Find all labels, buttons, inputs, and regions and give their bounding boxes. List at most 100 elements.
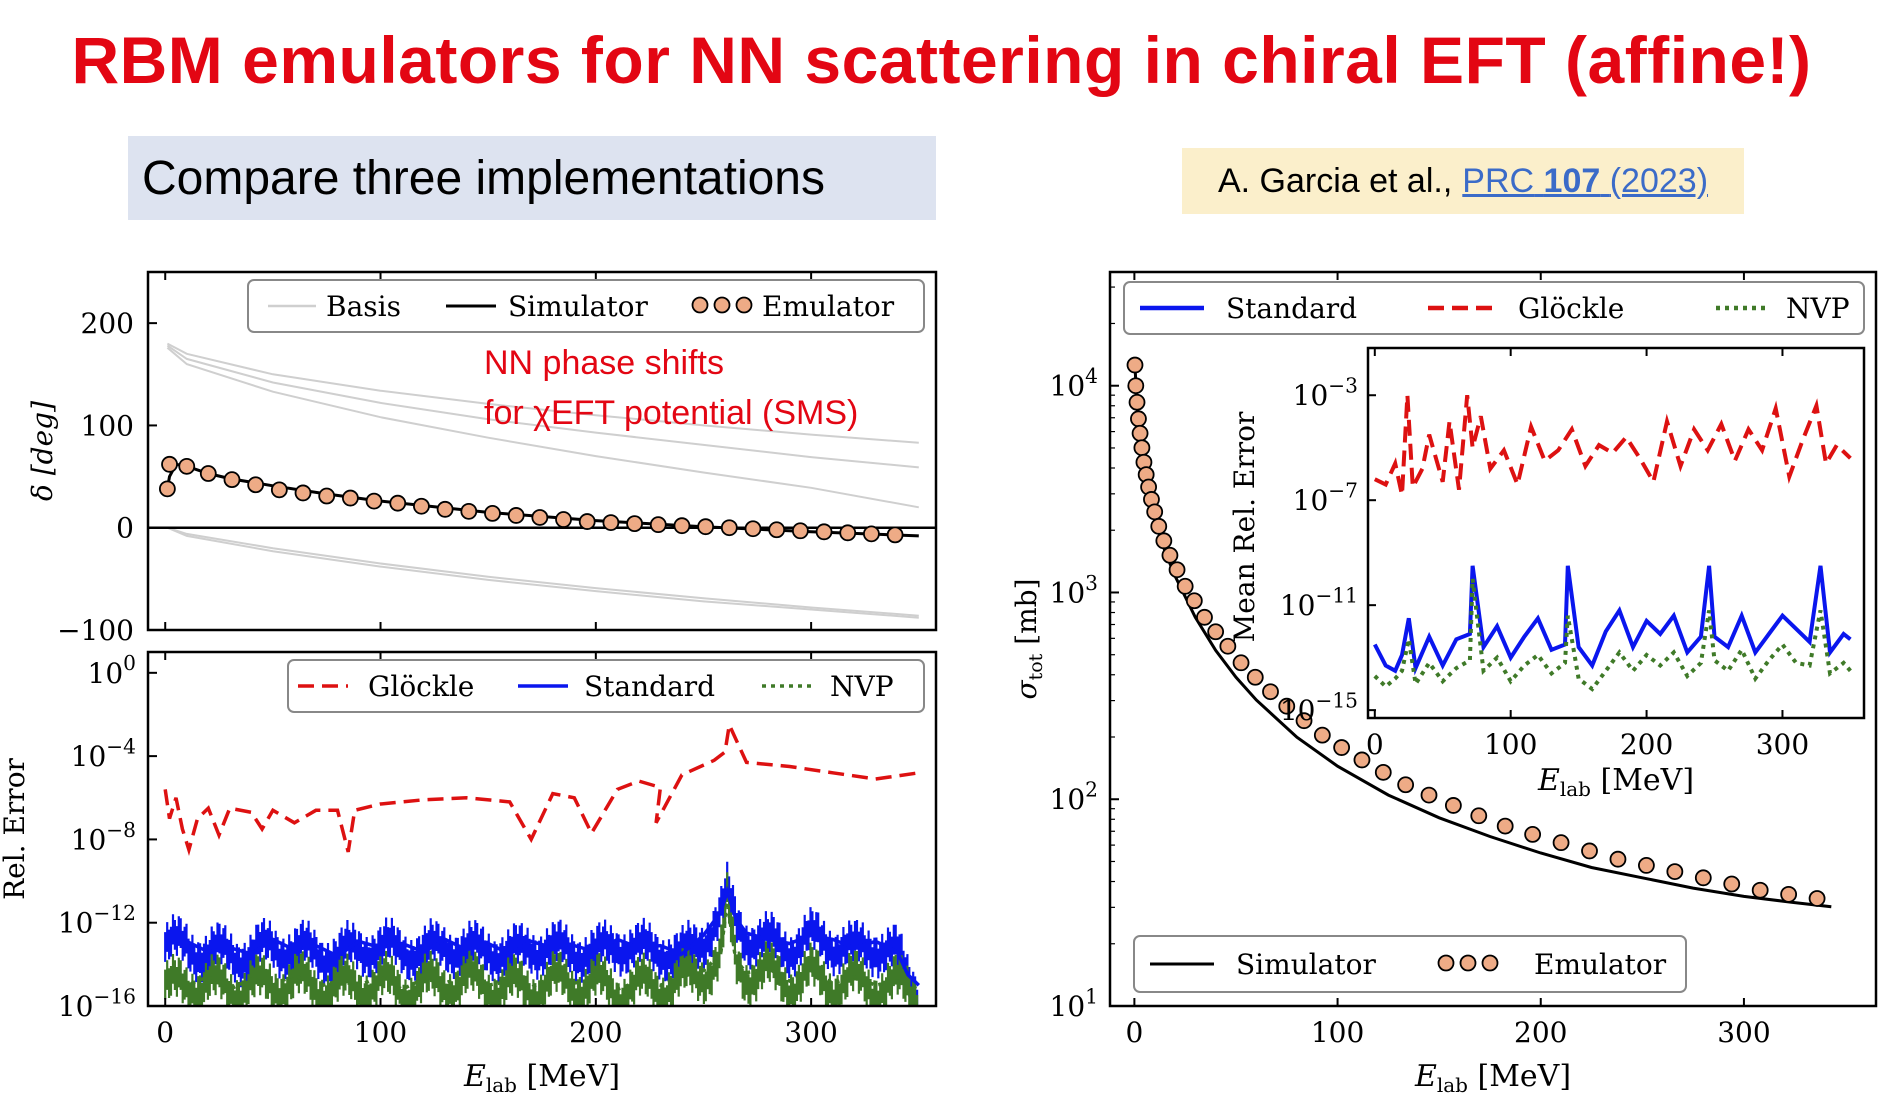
emulator-point — [791, 522, 809, 540]
emulator-point — [270, 481, 288, 499]
inset-frame — [1366, 346, 1866, 720]
reference-volume: 107 — [1543, 161, 1601, 200]
legend3-emulator-swatch-0 — [1437, 954, 1455, 972]
reference-box: A. Garcia et al., PRC 107 (2023) — [1182, 148, 1744, 214]
inset-xtick-label-3: 300 — [1756, 728, 1809, 761]
emulator-point — [649, 516, 667, 534]
emulator-point — [247, 476, 265, 494]
sigma-emulator-point — [1185, 592, 1203, 610]
inset-ytick-label-1: 10−7 — [1293, 479, 1358, 518]
emulator-point — [555, 511, 572, 528]
sigma-emulator-point — [1207, 623, 1225, 641]
slide-title: RBM emulators for NN scattering in chira… — [71, 23, 1812, 97]
sigma-emulator-point — [1246, 668, 1264, 686]
reference-journal: PRC — [1462, 161, 1535, 200]
inset-xtick-label-0: 0 — [1366, 728, 1384, 761]
cross-section-panel: 101 102 103 104 0 100 200 300 σtot [mb] Elab [MeV… — [1010, 270, 1878, 1097]
phase-legend — [247, 279, 925, 333]
sigma-emulator-point — [1232, 654, 1250, 672]
inset-xtick-label-2: 200 — [1620, 728, 1673, 761]
sigma-emulator-point — [1751, 881, 1769, 899]
legend-glockle-label: Glöckle — [368, 670, 474, 703]
phase-shift-panel: −100 0 100 200 δ [deg] Basis Simulator Emulator… — [26, 270, 938, 647]
phase-ylabel: δ [deg] — [26, 401, 59, 501]
legend-simulator-label: Simulator — [508, 290, 648, 323]
cross-section-frame — [1108, 270, 1878, 1008]
legend3-emulator-label: Emulator — [1534, 948, 1667, 981]
reference-year: (2023) — [1609, 161, 1709, 200]
relerr-xlabel: Elab [MeV] — [463, 1059, 620, 1097]
sigma-ytick-label-0: 101 — [1050, 984, 1098, 1023]
sigma-xtick-label-2: 200 — [1514, 1016, 1567, 1049]
phase-ytick-label-1: 0 — [116, 512, 134, 545]
emulator-point — [460, 502, 478, 520]
legend-nvp-label: NVP — [830, 670, 894, 703]
reference-link[interactable]: PRC 107 (2023) — [1462, 162, 1708, 201]
legend-emulator-label: Emulator — [762, 290, 895, 323]
emulator-point — [365, 492, 383, 510]
legend2-standard-label: Standard — [1226, 292, 1357, 325]
basis-curve-3 — [167, 526, 919, 617]
sigma-emulator-point — [1176, 577, 1194, 595]
sigma-xtick-label-3: 300 — [1717, 1016, 1770, 1049]
emulator-point — [768, 521, 786, 539]
sigma-emulator-point — [1694, 869, 1712, 887]
sigma-emulator-point — [1130, 410, 1147, 428]
legend2-glockle-label: Glöckle — [1518, 292, 1624, 325]
sigma-emulator-point — [1219, 637, 1237, 655]
relative-error-panel: 100 10−4 10−8 10−12 10−16 0 100 200 300 Rel. Erro… — [0, 650, 938, 1097]
sigma-emulator-point — [1808, 890, 1826, 907]
relative-error-frame — [146, 650, 938, 1008]
emulator-point — [178, 457, 196, 475]
legend-emulator-swatch-0 — [691, 296, 709, 314]
legend-standard-label: Standard — [584, 670, 715, 703]
relerr-ytick-label-0: 100 — [88, 651, 136, 690]
inset-standard-line — [1373, 565, 1852, 676]
emulator-point — [720, 519, 738, 537]
emulator-point — [161, 455, 178, 473]
sigma-emulator-point — [1161, 546, 1179, 564]
sigma-emulator-point — [1333, 739, 1351, 756]
sigma-emulator-point — [1155, 532, 1173, 550]
relerr-ytick-label-4: 10−16 — [58, 984, 136, 1023]
sigma-emulator-point — [1780, 885, 1798, 903]
reference-authors: A. Garcia et al., — [1217, 161, 1453, 200]
sigma-emulator-point — [1128, 393, 1146, 411]
inset-ytick-label-0: 10−3 — [1293, 374, 1358, 413]
basis-curve-2 — [166, 346, 919, 509]
subtitle-box: Compare three implementations — [128, 136, 936, 220]
emulator-point — [626, 515, 643, 533]
emulator-point — [744, 520, 762, 538]
inset-nvp-line — [1373, 578, 1852, 692]
relerr-ytick-label-3: 10−12 — [58, 901, 136, 940]
legend3-emulator-swatch-1 — [1459, 954, 1477, 972]
glockle-error-line — [163, 718, 920, 857]
sigma-emulator-point — [1131, 424, 1149, 442]
legend2-nvp-label: NVP — [1786, 292, 1850, 325]
phase-ytick-label-0: −100 — [57, 614, 134, 647]
emulator-point — [199, 465, 217, 482]
emulator-point — [697, 518, 715, 536]
phase-ytick-label-2: 100 — [81, 409, 134, 442]
basis-curve-4 — [167, 526, 919, 619]
emulator-point — [863, 525, 880, 543]
legend-basis-label: Basis — [326, 290, 401, 323]
emulator-point — [341, 489, 359, 507]
sigma-emulator-point — [1397, 776, 1415, 794]
basis-curve-1 — [166, 344, 919, 469]
inset-ylabel: Mean Rel. Error — [1228, 411, 1261, 642]
inset-panel: 10−3 10−7 10−11 10−150 100 200 300 Mean Rel. Er… — [1228, 346, 1866, 801]
sigma-emulator-point — [1496, 817, 1514, 835]
emulator-point — [602, 514, 620, 531]
relerr-ytick-label-2: 10−8 — [71, 818, 136, 857]
sigma-ytick-label-1: 102 — [1050, 778, 1098, 817]
sigma-emulator-point — [1552, 834, 1570, 852]
relative-error-plot-area — [163, 718, 921, 1006]
relerr-ylabel: Rel. Error — [0, 757, 31, 899]
legend3-simulator-label: Simulator — [1236, 948, 1376, 981]
phase-shift-frame — [146, 270, 938, 632]
sigma-emulator-point — [1150, 517, 1168, 535]
inset-glockle-line — [1373, 394, 1852, 496]
inset-ytick-label-2: 10−11 — [1280, 584, 1358, 623]
